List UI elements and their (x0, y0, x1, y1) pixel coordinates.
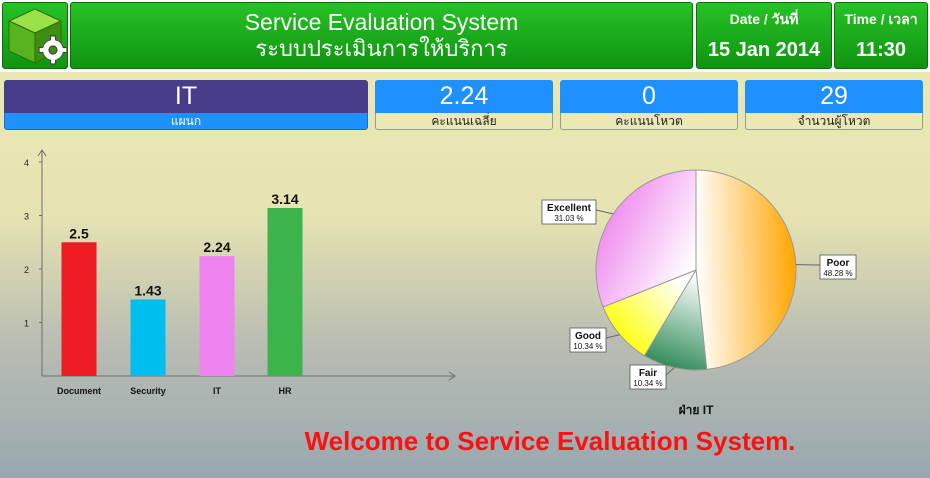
time-label: Time / เวลา (844, 11, 918, 27)
vote-score-value: 0 (560, 80, 738, 113)
x-tick-label: Security (130, 386, 166, 396)
vote-score-caption: คะแนนโหวต (560, 113, 738, 130)
pie-label-box (569, 327, 607, 353)
department-value: IT (4, 80, 368, 113)
bar-value-label: 3.14 (271, 191, 298, 207)
pie-leader-line (605, 334, 620, 339)
y-tick-label: 3 (24, 212, 29, 222)
department-caption: แผนก (4, 113, 368, 130)
cube-gear-icon (7, 8, 68, 65)
voter-count-value: 29 (745, 80, 923, 113)
pie-percent: 48.28 % (823, 269, 852, 278)
bar-chart: 1 2 3 4 2.5 Document 1.43 Security 2.24 IT 3.14 HR (24, 149, 456, 396)
voter-count-stat: 29 จำนวนผู้โหวต (745, 80, 923, 130)
date-panel: Date / วันที่ 15 Jan 2014 (696, 2, 832, 69)
y-tick-label: 4 (24, 158, 29, 168)
y-axis-arrow (37, 149, 47, 157)
pie-label: Excellent (547, 203, 592, 214)
pie-percent: 10.34 % (633, 379, 662, 388)
pie-label-box (629, 364, 667, 390)
average-score-value: 2.24 (375, 80, 553, 113)
pie-label-box (541, 199, 597, 225)
header-bar: Service Evaluation System ระบบประเมินการ… (0, 0, 930, 72)
pie-label: Fair (639, 368, 657, 379)
pie-leader-line (595, 209, 614, 215)
y-tick-label: 1 (24, 319, 29, 329)
bar-value-label: 2.5 (69, 225, 89, 241)
vote-score-stat: 0 คะแนนโหวต (560, 80, 738, 130)
x-tick-label: Document (57, 386, 101, 396)
title-panel: Service Evaluation System ระบบประเมินการ… (70, 2, 693, 69)
bar-value-label: 1.43 (134, 282, 161, 298)
pie-percent: 10.34 % (573, 342, 602, 351)
x-axis-arrow (448, 371, 456, 381)
pie-label-box (819, 254, 857, 280)
pie-percent: 31.03 % (554, 214, 583, 223)
department-stat: IT แผนก (4, 80, 368, 130)
bar-hr (267, 208, 303, 376)
pie-slice-poor (695, 169, 797, 370)
pie-label: Good (575, 331, 601, 342)
bar-security (130, 299, 166, 376)
average-score-caption: คะแนนเฉลี่ย (375, 113, 553, 130)
pie-label: Poor (827, 258, 850, 269)
app-title-english: Service Evaluation System (244, 9, 519, 35)
welcome-message: Welcome to Service Evaluation System. (304, 426, 796, 456)
average-score-stat: 2.24 คะแนนเฉลี่ย (375, 80, 553, 130)
bar-value-label: 2.24 (203, 239, 230, 255)
pie-leader-line (665, 367, 675, 376)
time-value: 11:30 (855, 39, 907, 61)
time-panel: Time / เวลา 11:30 (834, 2, 928, 69)
bar-it (199, 256, 235, 376)
x-tick-label: IT (213, 386, 222, 396)
x-tick-label: HR (279, 386, 292, 396)
app-logo (2, 2, 68, 69)
pie-title: ฝ่าย IT (679, 403, 714, 417)
date-label: Date / วันที่ (729, 11, 799, 27)
date-value: 15 Jan 2014 (707, 39, 821, 61)
app-title-thai: ระบบประเมินการให้บริการ (255, 36, 508, 61)
y-tick-label: 2 (24, 265, 29, 275)
voter-count-caption: จำนวนผู้โหวต (745, 113, 923, 130)
bar-document (61, 242, 97, 376)
